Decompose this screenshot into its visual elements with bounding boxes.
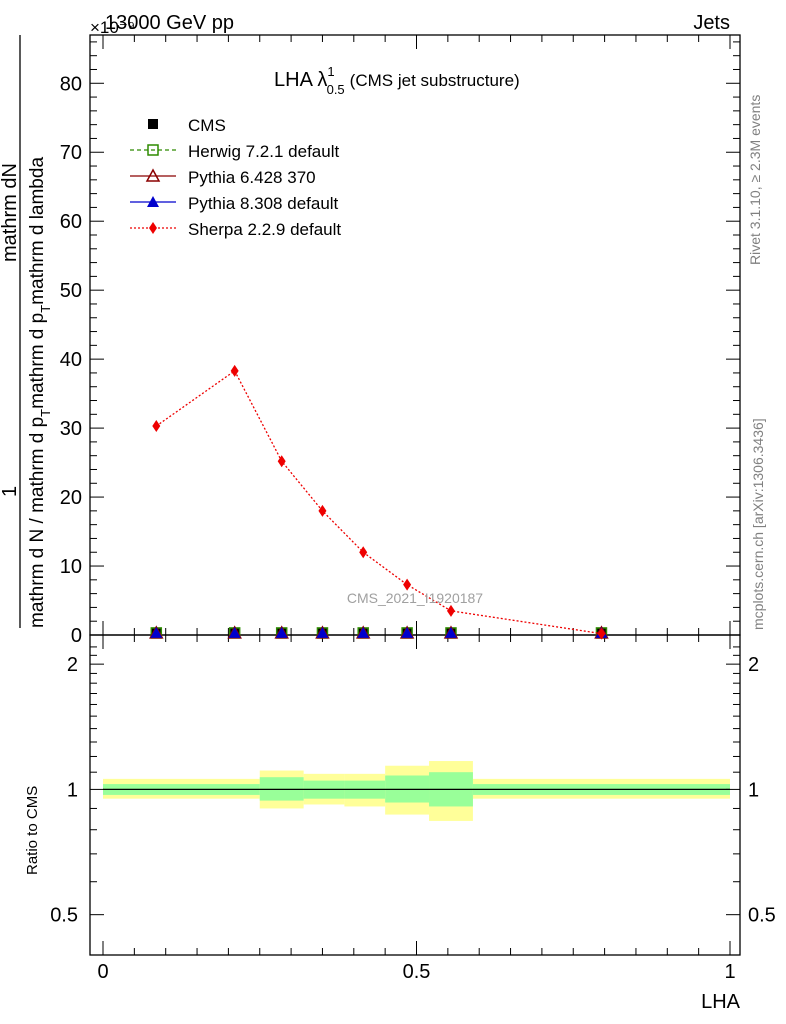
legend-marker [145, 168, 161, 182]
x-tick-label: 0.5 [403, 961, 431, 983]
y-tick-label: 20 [60, 487, 82, 509]
chart-marks [149, 364, 609, 640]
data-point-pythia-8-308-default [275, 626, 288, 638]
legend-entry: Pythia 8.308 default [130, 194, 339, 213]
data-point-pythia-8-308-default [357, 626, 370, 638]
ratio-y-tick-label-right: 0.5 [748, 905, 776, 927]
legend-entry: Sherpa 2.2.9 default [130, 220, 341, 239]
legend-entry: CMS [148, 116, 226, 135]
data-point-pythia-8-308-default [316, 626, 329, 638]
header-process: Jets [693, 12, 730, 34]
legend-label: Pythia 8.308 default [188, 194, 339, 213]
data-point-sherpa-2-2-9-default [230, 364, 239, 377]
ratio-y-tick-label: 1 [67, 779, 78, 801]
y-tick-label: 60 [60, 211, 82, 233]
y-axis-label-denominator: mathrm d N / mathrm d pTmathrm d pTmathr… [27, 157, 53, 628]
y-tick-label: 50 [60, 280, 82, 302]
legend-label: Herwig 7.2.1 default [188, 142, 339, 161]
data-point-sherpa-2-2-9-default [359, 546, 368, 559]
x-axis-label: LHA [701, 991, 741, 1013]
ratio-y-tick-label-right: 2 [748, 654, 759, 676]
ratio-frame-border [89, 634, 741, 956]
data-point-sherpa-2-2-9-default [446, 604, 455, 617]
y-tick-label: 40 [60, 349, 82, 371]
header-energy: 13000 GeV pp [105, 12, 234, 34]
legend-label: Pythia 6.428 370 [188, 168, 316, 187]
ratio-y-tick-label-right: 1 [748, 779, 759, 801]
data-point-sherpa-2-2-9-default [152, 420, 161, 433]
legend-marker [147, 144, 159, 156]
legend-label: Sherpa 2.2.9 default [188, 220, 341, 239]
legend-entry: Herwig 7.2.1 default [130, 142, 339, 161]
ratio-y-axis-label: Ratio to CMS [24, 786, 41, 875]
data-point-sherpa-2-2-9-default [277, 455, 286, 468]
y-tick-label: 10 [60, 556, 82, 578]
y-axis-label-numerator: 1 [0, 486, 21, 497]
main-plot-frame: 0 10 20 30 40 50 60 70 80 [60, 34, 741, 647]
y-tick-label: 70 [60, 142, 82, 164]
legend-marker [149, 222, 157, 234]
data-point-sherpa-2-2-9-default [597, 627, 606, 640]
data-point-sherpa-2-2-9-default [403, 578, 412, 591]
x-tick-label: 0 [97, 961, 108, 983]
y-tick-label: 30 [60, 418, 82, 440]
x-tick-label: 1 [724, 961, 735, 983]
legend-entry: Pythia 6.428 370 [130, 168, 316, 187]
series-line-sherpa-2-2-9-default [155, 369, 602, 635]
data-point-pythia-8-308-default [150, 626, 163, 638]
y-axis-label-numerator-tail: mathrm dN [0, 163, 21, 262]
y-tick-label: 80 [60, 73, 82, 95]
ratio-plot-frame: 0 0.5 1 0.5 0.5 1 1 2 2 [50, 634, 776, 983]
rivet-label: Rivet 3.1.10, ≥ 2.3M events [747, 95, 763, 265]
y-tick-label: 0 [71, 625, 82, 647]
legend-marker [147, 196, 159, 207]
legend: CMS Herwig 7.2.1 default Pythia 6.428 370 P… [130, 116, 341, 239]
chart-title: LHA λ1 0.5 (CMS jet substructure) [274, 64, 520, 97]
y-axis-exponent: ×10⁻⁹ [90, 18, 135, 37]
data-point-pythia-8-308-default [228, 626, 241, 638]
analysis-watermark: CMS_2021_I1920187 [347, 590, 483, 606]
ratio-y-tick-label: 0.5 [50, 905, 78, 927]
data-point-sherpa-2-2-9-default [318, 504, 327, 517]
legend-label: CMS [188, 116, 226, 135]
mcplots-label: mcplots.cern.ch [arXiv:1306.3436] [750, 418, 766, 630]
data-point-pythia-8-308-default [401, 626, 414, 638]
ratio-y-tick-label: 2 [67, 654, 78, 676]
data-point-pythia-8-308-default [444, 626, 457, 638]
legend-marker [148, 119, 158, 129]
y-axis-label: 1 mathrm dN mathrm d N / mathrm d pTmath… [0, 35, 53, 628]
